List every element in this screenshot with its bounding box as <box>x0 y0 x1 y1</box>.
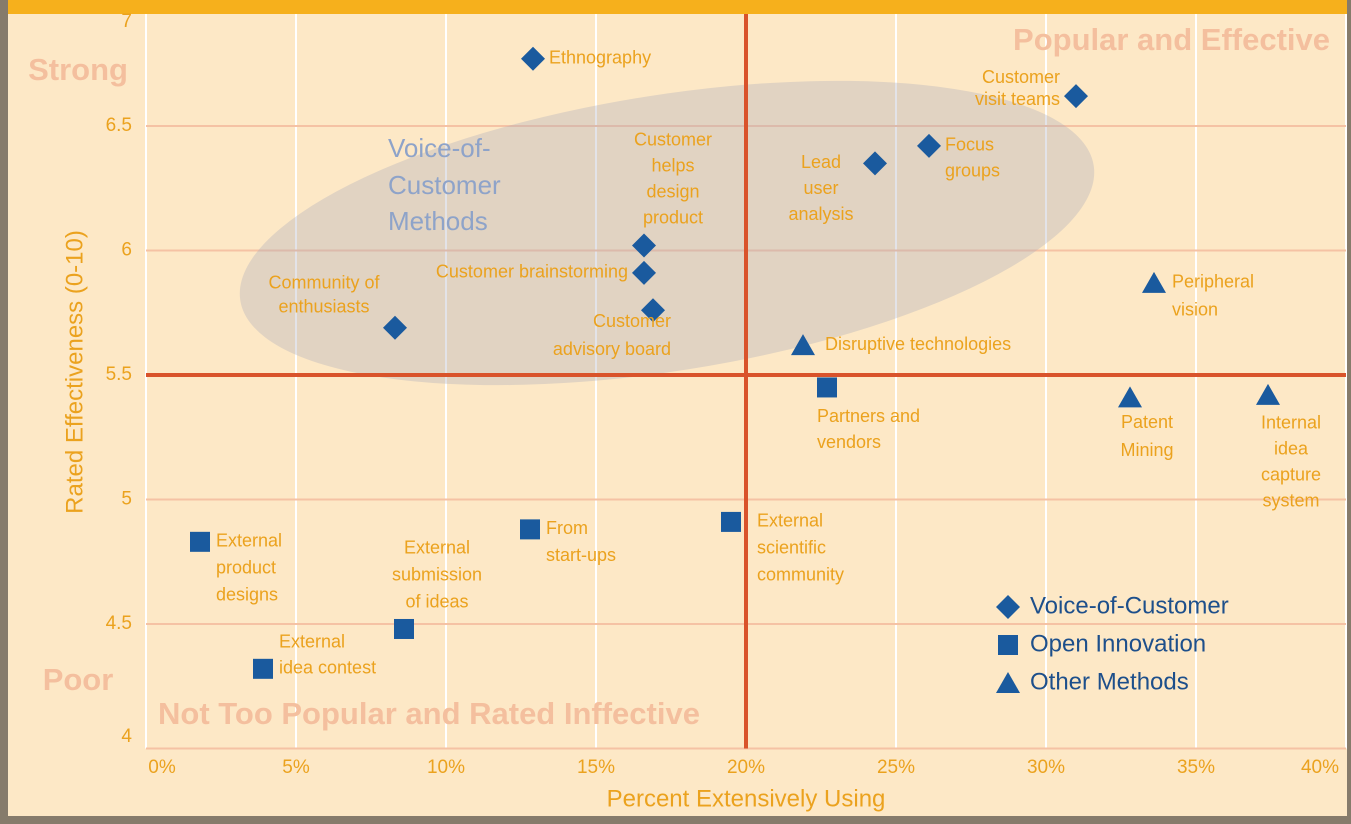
point <box>1064 84 1088 109</box>
point-label: Community of <box>268 272 380 292</box>
y-axis-title: Rated Effectiveness (0-10) <box>61 230 88 514</box>
point <box>520 519 540 540</box>
reference-lines <box>146 14 1346 749</box>
point <box>1118 386 1142 408</box>
top-bar <box>8 0 1347 14</box>
point-label: design <box>646 181 699 201</box>
group-label: Customer <box>388 170 501 200</box>
y-tick-label: 4.5 <box>106 613 132 634</box>
point-label: system <box>1262 491 1319 511</box>
point <box>791 334 815 356</box>
quadrant-label: Popular and Effective <box>1013 22 1330 57</box>
legend-marker <box>996 672 1020 693</box>
y-tick-label: 6.5 <box>106 115 132 136</box>
point <box>1256 383 1280 405</box>
point <box>521 46 545 71</box>
point-label: product <box>216 558 276 578</box>
point <box>1142 271 1166 293</box>
point-label: designs <box>216 585 278 605</box>
y-tick-label: 6 <box>121 240 132 261</box>
point-label: From <box>546 518 588 538</box>
legend-marker <box>998 635 1018 655</box>
x-tick-label: 10% <box>427 757 465 778</box>
point <box>394 618 414 639</box>
point-label: vision <box>1172 300 1218 320</box>
point-label: Partners and <box>817 406 920 426</box>
point-label: idea <box>1274 439 1309 459</box>
point-label: analysis <box>788 204 853 224</box>
point-label: Ethnography <box>549 48 651 68</box>
group-label: Methods <box>388 206 488 236</box>
point <box>383 315 407 340</box>
background <box>8 0 1347 816</box>
point-label: idea contest <box>279 658 376 678</box>
y-tick-label: 5 <box>121 489 132 510</box>
point-label: enthusiasts <box>278 296 369 316</box>
point-label: Disruptive technologies <box>825 334 1011 354</box>
point-label: External <box>216 531 282 551</box>
point-label: scientific <box>757 538 826 558</box>
point <box>917 133 941 158</box>
poor-label: Poor <box>43 662 114 697</box>
point-label: Customer brainstorming <box>436 262 628 282</box>
point-label: community <box>757 565 844 585</box>
strong-label: Strong <box>28 52 128 87</box>
point-label: Lead <box>801 152 841 172</box>
point-label: External <box>279 632 345 652</box>
point <box>721 511 741 532</box>
point-label: groups <box>945 161 1000 181</box>
x-tick-label: 20% <box>727 757 765 778</box>
y-tick-label: 7 <box>121 11 132 32</box>
point-label: submission <box>392 565 482 585</box>
point <box>190 531 210 552</box>
x-tick-label: 40% <box>1301 757 1339 778</box>
x-tick-label: 0% <box>148 757 176 778</box>
point <box>817 377 837 398</box>
point-label: visit teams <box>975 89 1060 109</box>
point-label: start-ups <box>546 545 616 565</box>
point-label: Mining <box>1120 440 1173 460</box>
x-tick-label: 35% <box>1177 757 1215 778</box>
point-label: vendors <box>817 432 881 452</box>
point-label: Customer <box>593 311 671 331</box>
point-label: product <box>643 207 703 227</box>
legend-label: Voice-of-Customer <box>1030 592 1229 619</box>
legend-label: Open Innovation <box>1030 630 1206 657</box>
y-tick-label: 5.5 <box>106 364 132 385</box>
quadrant-label: Not Too Popular and Rated Inffective <box>158 696 700 731</box>
point-label: Focus <box>945 135 994 155</box>
point <box>863 151 887 176</box>
point-label: Customer <box>982 67 1060 87</box>
x-tick-label: 25% <box>877 757 915 778</box>
point-label: External <box>757 511 823 531</box>
x-tick-label: 30% <box>1027 757 1065 778</box>
point <box>632 233 656 258</box>
legend-marker <box>996 595 1020 619</box>
point-label: Peripheral <box>1172 272 1254 292</box>
point-label: Patent <box>1121 412 1173 432</box>
x-tick-label: 15% <box>577 757 615 778</box>
point-label: user <box>803 178 838 198</box>
y-tick-label: 4 <box>121 726 132 747</box>
point-label: Internal <box>1261 413 1321 433</box>
point-label: advisory board <box>553 339 671 359</box>
legend: Voice-of-Customer Open Innovation Other Me… <box>996 592 1229 695</box>
group-label: Voice-of- <box>388 133 491 163</box>
point-label: of ideas <box>405 592 468 612</box>
point-label: helps <box>651 155 694 175</box>
point <box>641 298 665 323</box>
legend-label: Other Methods <box>1030 668 1189 695</box>
x-axis-title: Percent Extensively Using <box>607 785 886 812</box>
point <box>253 658 273 679</box>
point-label: External <box>404 538 470 558</box>
point-label: Customer <box>634 129 712 149</box>
point-label: capture <box>1261 465 1321 485</box>
x-tick-label: 5% <box>282 757 310 778</box>
group-ellipse <box>239 80 1095 386</box>
point <box>632 260 656 285</box>
